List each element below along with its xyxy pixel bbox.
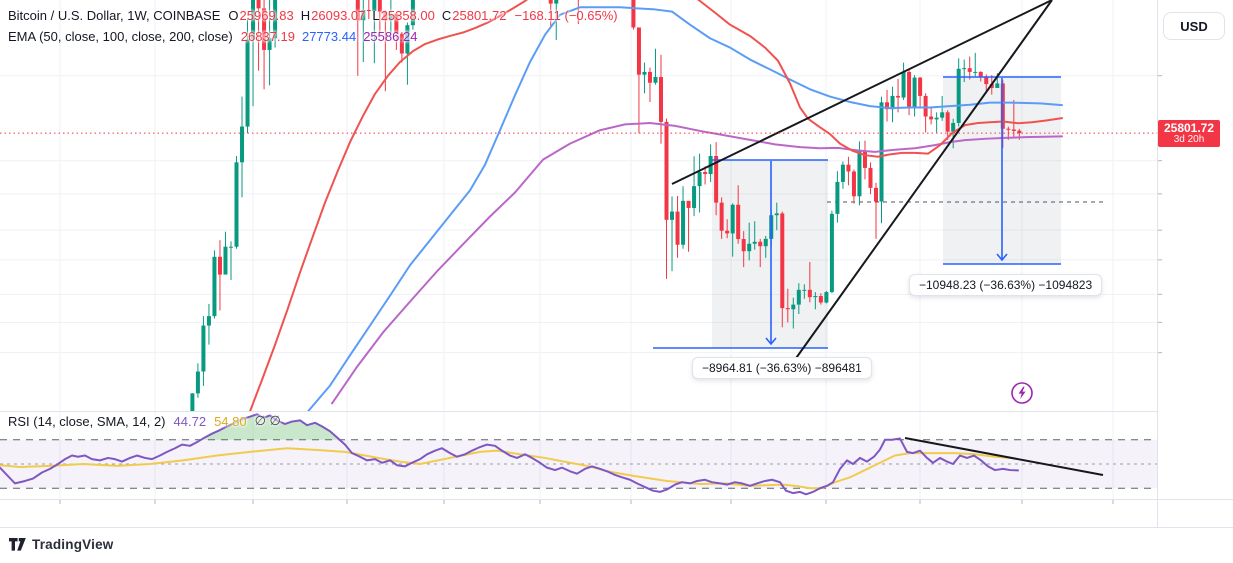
footer-separator — [0, 527, 1233, 528]
tradingview-logo-text: TradingView — [32, 537, 114, 552]
trendline[interactable] — [788, 0, 1053, 369]
ohlc-number: 25969.83 — [239, 8, 294, 23]
change-value: −168.11 (−0.65%) — [514, 8, 618, 23]
rsi-label: RSI (14, close, SMA, 14, 2) — [8, 413, 166, 429]
ema-legend[interactable]: EMA (50, close, 100, close, 200, close) … — [8, 29, 417, 44]
symbol-legend[interactable]: Bitcoin / U.S. Dollar, 1W, COINBASE O259… — [8, 8, 618, 23]
rsi-sma-line[interactable] — [0, 447, 1014, 490]
rsi-legend[interactable]: RSI (14, close, SMA, 14, 2) 44.72 54.80 … — [8, 413, 281, 429]
range-measure-lines[interactable] — [653, 76, 1061, 349]
rsi-line[interactable] — [0, 413, 1019, 496]
time-axis-separator — [0, 499, 1233, 500]
price-axis-separator — [1157, 0, 1158, 527]
ema50-line[interactable] — [249, 0, 1063, 411]
ema-value: 27773.44 — [301, 29, 357, 44]
ema-value: 26837.19 — [240, 29, 295, 44]
ohlc-letter: O — [228, 8, 239, 23]
rsi-hidden-values: ∅ ∅ — [254, 413, 281, 428]
rsi-value: 44.72 — [173, 413, 207, 429]
rsi-sma-value: 54.80 — [214, 413, 247, 429]
ema200-line[interactable] — [331, 121, 1063, 405]
last-price-value: 25801.72 — [1163, 121, 1215, 136]
rsi-trendline[interactable] — [904, 437, 1104, 476]
range-measure-label-1[interactable]: −8964.81 (−36.63%) −896481 — [692, 357, 872, 379]
price-range-boxes[interactable] — [712, 77, 1061, 348]
range-measure-label-2[interactable]: −10948.23 (−36.63%) −1094823 — [909, 274, 1103, 296]
ema-label: EMA (50, close, 100, close, 200, close) — [8, 29, 233, 44]
pane-separator[interactable] — [0, 411, 1157, 412]
ohlc-letter: C — [441, 8, 452, 23]
tradingview-logo-icon — [9, 538, 26, 551]
ohlc-letter: L — [372, 8, 380, 23]
trendline[interactable] — [671, 0, 1053, 185]
bar-countdown: 3d 20h — [1173, 134, 1205, 146]
ema-values: 26837.19 27773.44 25586.24 — [241, 29, 418, 44]
ohlc-number: 26093.07 — [311, 8, 366, 23]
price-axis[interactable]: 30000.0024000.0022000.0020000.0018500.00… — [1158, 0, 1233, 527]
currency-button[interactable]: USD — [1163, 12, 1225, 40]
candles-series — [190, 0, 1022, 411]
ohlc-values: O25969.83 H26093.07 L25358.00 C25801.72 — [228, 8, 506, 23]
symbol-title: Bitcoin / U.S. Dollar, 1W, COINBASE — [8, 8, 221, 23]
ohlc-letter: H — [300, 8, 311, 23]
last-price-tag: 25801.72 3d 20h — [1158, 120, 1220, 148]
ema-value: 25586.24 — [363, 29, 418, 44]
ema100-line[interactable] — [307, 6, 1063, 411]
ohlc-number: 25358.00 — [380, 8, 435, 23]
ohlc-number: 25801.72 — [452, 8, 507, 23]
time-axis[interactable]: MaySep2021MaySep2022MaySep2023MaySep2024 — [0, 500, 1157, 527]
quick-trade-button[interactable] — [1010, 381, 1034, 405]
gridlines — [0, 0, 1162, 504]
lightning-icon — [1011, 382, 1033, 404]
tradingview-logo[interactable]: TradingView — [9, 537, 113, 552]
